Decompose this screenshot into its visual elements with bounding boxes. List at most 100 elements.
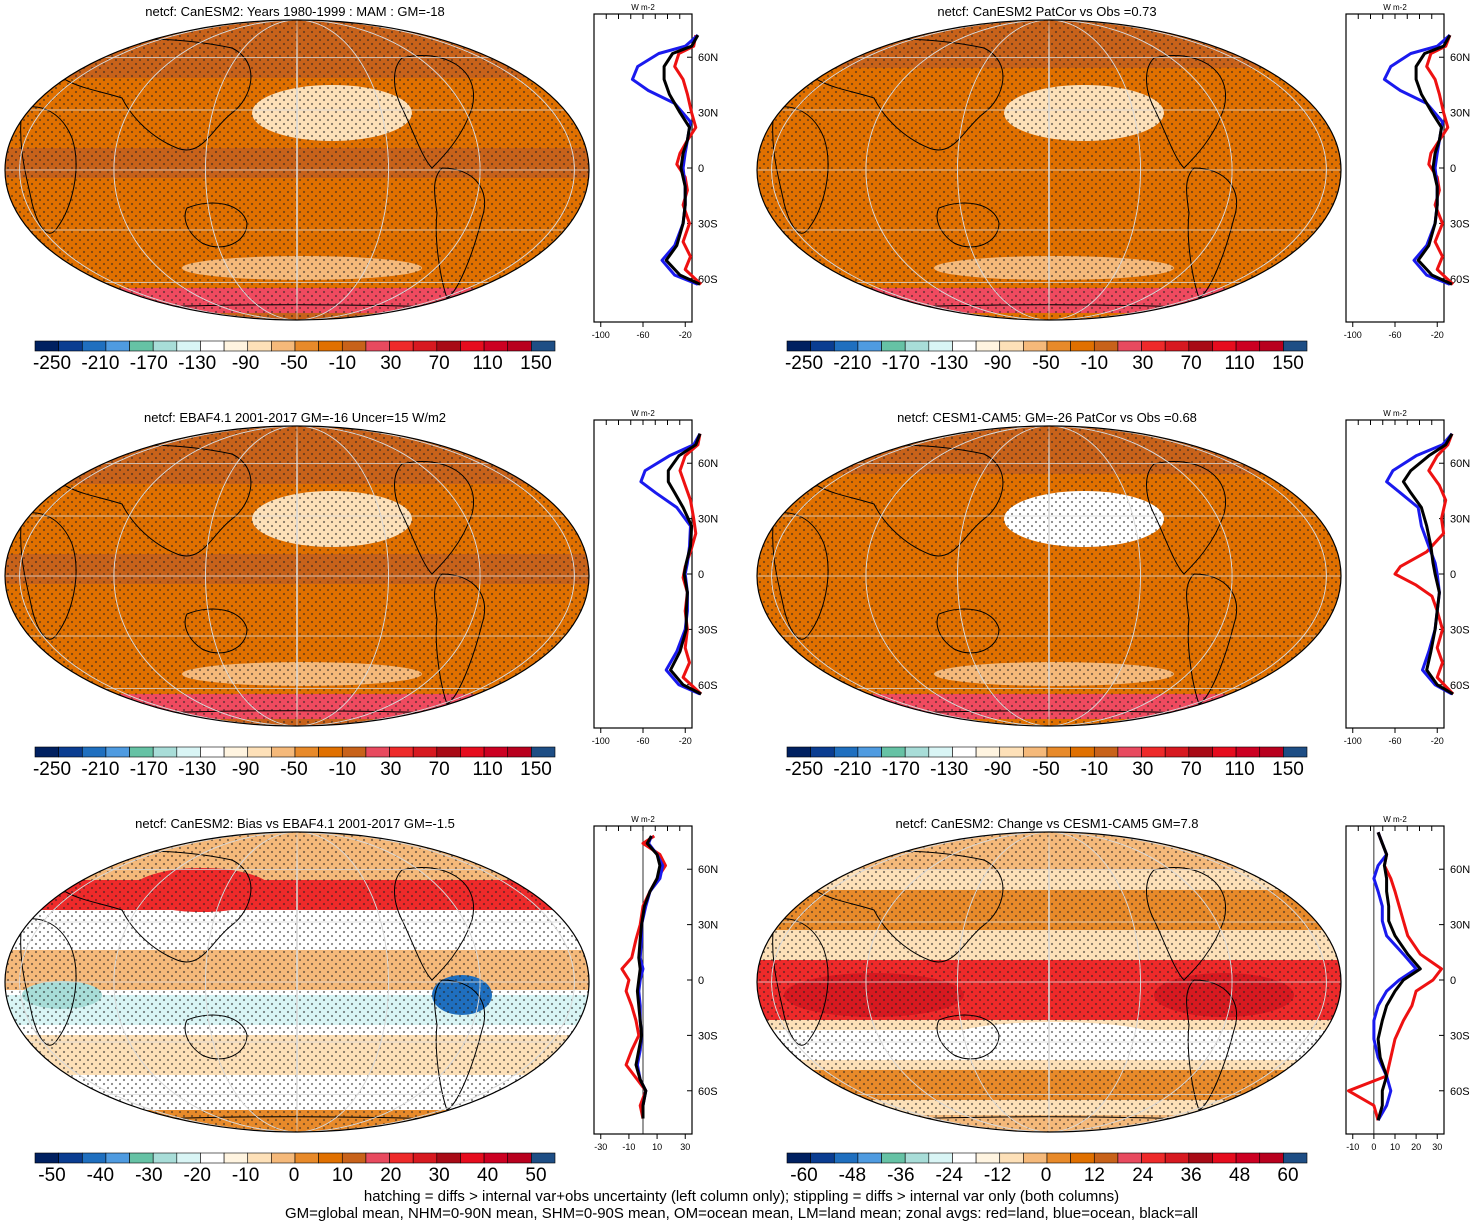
zonal-lat-label: 60N <box>1450 52 1470 64</box>
colorbar-tick-label: 70 <box>428 759 450 780</box>
zonal-lat-label: 60N <box>698 458 718 470</box>
colorbar-swatch <box>904 1152 930 1164</box>
colorbar-tick-label: -210 <box>81 759 120 780</box>
colorbar-swatch <box>341 1152 367 1164</box>
colorbar-swatch <box>365 340 390 352</box>
colorbar-swatch <box>810 340 835 352</box>
world-map <box>756 831 1342 1133</box>
zonal-lat-label: 60S <box>1450 274 1470 286</box>
colorbar-tick-label: -170 <box>129 759 168 780</box>
zonal-lat-label: 30S <box>1450 1030 1470 1042</box>
colorbar-swatch <box>436 340 461 352</box>
colorbar-tick-label: -170 <box>129 353 168 374</box>
map-field <box>757 20 1341 320</box>
colorbar-swatch <box>1023 1152 1048 1164</box>
colorbar-tick-label: -210 <box>81 353 120 374</box>
zonal-series-land <box>1393 433 1455 696</box>
colorbar-tick-label: -90 <box>231 353 260 374</box>
world-map <box>756 425 1342 727</box>
colorbar-tick-label: -10 <box>328 759 357 780</box>
zonal-series-all <box>662 34 701 286</box>
colorbar-swatch <box>1141 1152 1166 1164</box>
zonal-x-tick-label: -60 <box>1388 736 1401 746</box>
colorbar-tick-label: 48 <box>1229 1165 1251 1186</box>
continent-outline <box>184 1014 248 1060</box>
colorbar-tick-label: -250 <box>32 759 72 780</box>
colorbar-swatch <box>904 340 930 352</box>
colorbar-swatch <box>247 1152 272 1164</box>
colorbar-swatch <box>531 1152 556 1164</box>
zonal-lat-label: 60S <box>698 680 718 692</box>
colorbar-swatch <box>1235 746 1261 758</box>
colorbar-tick-label: 110 <box>1224 353 1255 374</box>
continent-outline <box>936 202 1000 248</box>
zonal-x-tick-label: -20 <box>1431 330 1444 340</box>
zonal-x-tick-label: -20 <box>679 736 692 746</box>
zonal-lat-label: 0 <box>698 975 704 987</box>
zonal-units: W m-2 <box>631 409 655 418</box>
zonal-x-tick-label: 30 <box>680 1142 690 1152</box>
zonal-lat-label: 60S <box>698 1086 718 1098</box>
colorbar-tick-label: 30 <box>1132 759 1154 780</box>
continent-outline <box>20 106 77 234</box>
zonal-units: W m-2 <box>631 3 655 12</box>
zonal-mean-plot: -30 -10 10 30 W m-2 60N 30N 0 30S 60S <box>593 815 718 1152</box>
zonal-lat-label: 30N <box>1450 920 1470 932</box>
colorbar-tick-label: -90 <box>231 759 260 780</box>
colorbar-swatch <box>928 1152 953 1164</box>
zonal-lat-label: 30S <box>698 218 718 230</box>
zonal-series-land <box>1347 831 1443 1121</box>
world-map <box>4 19 590 321</box>
colorbar-swatch <box>999 746 1024 758</box>
colorbar-swatch <box>152 340 178 352</box>
colorbar <box>34 1152 556 1164</box>
colorbar-swatch <box>152 1152 178 1164</box>
zonal-series-land <box>1425 34 1455 286</box>
colorbar-swatch <box>294 746 319 758</box>
colorbar-swatch <box>1046 1152 1071 1164</box>
colorbar-swatch <box>1141 340 1166 352</box>
colorbar-swatch <box>105 340 130 352</box>
zonal-x-tick-label: -30 <box>594 1142 607 1152</box>
colorbar-swatch <box>34 340 59 352</box>
colorbar-swatch <box>271 746 296 758</box>
colorbar-tick-label: -130 <box>178 353 217 374</box>
colorbar-tick-label: -60 <box>790 1165 818 1186</box>
colorbar-tick-label: -170 <box>881 759 920 780</box>
colorbar-labels: -250 -210 -170 -130 -90 -50 -10 30 70 110 150 <box>33 353 554 379</box>
colorbar-swatch <box>412 746 438 758</box>
zonal-series-all <box>666 433 702 696</box>
colorbar-swatch <box>483 746 509 758</box>
colorbar-tick-label: 30 <box>380 353 402 374</box>
colorbar-swatch <box>1259 340 1284 352</box>
zonal-x-tick-label: 20 <box>1411 1142 1421 1152</box>
continent-outline <box>434 573 486 705</box>
colorbar-tick-label: 50 <box>525 1165 547 1186</box>
zonal-x-tick-label: -10 <box>1346 1142 1359 1152</box>
colorbar-tick-label: -130 <box>930 759 969 780</box>
zonal-series-all <box>1376 831 1422 1121</box>
map-border <box>4 425 590 727</box>
colorbar-swatch <box>318 746 343 758</box>
colorbar-swatch <box>928 340 953 352</box>
panel-5: netcf: CanESM2: Bias vs EBAF4.1 2001-201… <box>0 812 740 1217</box>
colorbar-swatch <box>1212 746 1237 758</box>
continent-outline <box>936 608 1000 654</box>
colorbar-swatch <box>81 340 107 352</box>
zonal-series-ocean <box>1385 432 1454 696</box>
continent-outline <box>394 54 474 169</box>
zonal-x-tick-label: -10 <box>622 1142 635 1152</box>
zonal-x-tick-label: 10 <box>652 1142 662 1152</box>
colorbar-swatch <box>1235 340 1261 352</box>
colorbar-tick-label: 24 <box>1132 1165 1154 1186</box>
colorbar-swatch <box>1164 340 1190 352</box>
continent-outline <box>1146 54 1226 169</box>
colorbar-swatch <box>881 340 906 352</box>
colorbar-swatch <box>507 1152 532 1164</box>
map-title: netcf: CanESM2 PatCor vs Obs =0.73 <box>937 4 1157 19</box>
colorbar-swatch <box>1141 746 1166 758</box>
colorbar-swatch <box>531 746 556 758</box>
colorbar-swatch <box>507 340 532 352</box>
colorbar-swatch <box>1283 746 1308 758</box>
colorbar <box>34 746 556 758</box>
